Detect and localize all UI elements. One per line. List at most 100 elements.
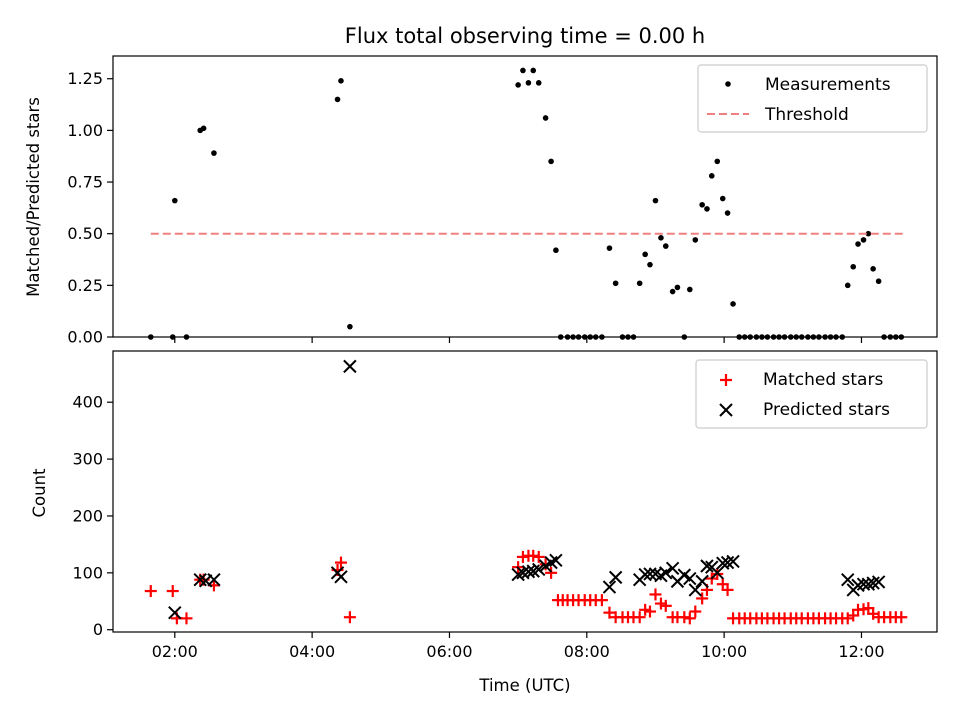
legend-label-matched-stars: Matched stars: [763, 370, 883, 390]
measurement-point: [525, 80, 532, 86]
bottom-series: [144, 359, 908, 625]
bottom-legend: Matched stars Predicted stars: [695, 359, 928, 429]
measurement-point: [606, 245, 613, 251]
matched-star-point: [516, 550, 529, 563]
top-legend-box: [697, 64, 928, 133]
measurement-point: [724, 210, 731, 216]
measurement-point: [860, 237, 867, 243]
predicted-star-point: [710, 566, 724, 580]
measurement-point: [636, 280, 643, 287]
predicted-star-point: [695, 574, 709, 589]
measurement-point: [542, 115, 549, 121]
matched-star-point: [603, 606, 616, 619]
x-tick-label: 10:00: [701, 642, 747, 661]
measurement-point: [719, 195, 726, 202]
measurement-point: [855, 241, 861, 247]
measurement-point: [714, 158, 721, 165]
x-tick-label: 12:00: [838, 642, 884, 661]
predicted-star-point: [861, 577, 876, 591]
predicted-star-point: [700, 559, 714, 573]
predicted-star-point: [643, 567, 657, 581]
bottom-y-ticks: 0 100 200 300 400: [72, 393, 113, 639]
measurement-point: [865, 230, 872, 237]
top-y-ticks: 0.00 0.25 0.50 0.75 1.00 1.25: [67, 69, 113, 347]
matched-star-point: [678, 611, 691, 624]
top-panel: Flux total observing time = 0.00 h 0.000…: [24, 24, 938, 347]
top-series: [147, 67, 905, 340]
predicted-star-point: [343, 359, 357, 374]
x-tick-label: 08:00: [564, 642, 610, 661]
top-y-axis-label: Matched/Predicted stars: [24, 97, 43, 297]
y-tick-label: 300: [72, 450, 103, 469]
y-tick-label: 1.25: [67, 69, 103, 88]
matched-star-point: [166, 585, 179, 598]
predicted-star-point: [334, 570, 348, 584]
measurement-point: [850, 263, 857, 270]
legend-label-measurements: Measurements: [765, 75, 891, 95]
measurement-point: [652, 197, 659, 204]
matched-star-point: [696, 592, 709, 605]
measurement-point: [612, 280, 619, 287]
y-tick-label: 200: [72, 506, 103, 525]
measurement-point: [875, 278, 882, 285]
predicted-star-point: [608, 570, 623, 585]
y-tick-label: 400: [72, 393, 103, 412]
predicted-star-point: [688, 583, 703, 597]
measurement-point: [172, 197, 178, 204]
y-tick-label: 0: [93, 620, 103, 639]
measurement-point: [530, 67, 537, 74]
bottom-panel: 0 100 200 300 400 02:00 04:00 06:00 08:00 10:00 1…: [30, 350, 938, 695]
predicted-star-point: [521, 564, 536, 579]
matched-star-point: [643, 605, 656, 618]
x-tick-label: 04:00: [289, 642, 335, 661]
measurement-point: [658, 235, 664, 241]
matched-star-point: [144, 585, 157, 598]
bottom-legend-box: [695, 359, 928, 429]
matched-star-point: [841, 612, 854, 625]
measurement-point: [844, 282, 851, 289]
measurement-point: [692, 237, 699, 243]
matched-star-point: [683, 612, 696, 625]
measurement-point: [699, 201, 705, 208]
predicted-star-point: [549, 553, 563, 568]
measurement-point: [200, 125, 207, 132]
y-tick-label: 0.25: [67, 276, 103, 295]
y-tick-label: 0.75: [67, 173, 103, 192]
matched-star-point: [545, 566, 558, 579]
legend-label-threshold: Threshold: [764, 105, 849, 125]
legend-marker-matched-stars: [720, 374, 732, 386]
measurement-point: [647, 261, 653, 268]
measurement-point: [347, 323, 353, 330]
matched-star-point: [527, 549, 540, 562]
bottom-x-ticks: 02:00 04:00 06:00 08:00 10:00 12:00: [152, 632, 885, 661]
measurement-point: [730, 301, 736, 307]
measurement-point: [708, 173, 715, 179]
measurement-point: [669, 288, 676, 295]
matched-star-point: [659, 599, 672, 612]
measurement-point: [338, 77, 344, 84]
measurement-point: [211, 150, 217, 156]
predicted-star-point: [532, 562, 546, 577]
chart-title: Flux total observing time = 0.00 h: [345, 24, 705, 48]
x-tick-label: 02:00: [152, 642, 198, 661]
measurement-point: [520, 67, 526, 74]
top-plot-frame: [112, 55, 938, 338]
predicted-star-point: [638, 567, 652, 582]
matched-star-point: [595, 594, 608, 607]
matched-star-point: [689, 605, 702, 618]
predicted-star-point: [511, 567, 525, 582]
bottom-x-axis-label: Time (UTC): [478, 676, 570, 695]
predicted-star-point: [841, 572, 855, 587]
measurement-point: [334, 96, 341, 103]
legend-marker-measurements: [725, 81, 731, 87]
predicted-star-point: [602, 580, 617, 594]
x-tick-label: 06:00: [426, 642, 472, 661]
top-legend: Measurements Threshold: [697, 64, 928, 133]
y-tick-label: 1.00: [67, 121, 103, 140]
matched-star-point: [721, 583, 734, 596]
predicted-star-point: [871, 575, 886, 589]
matched-star-point: [343, 611, 356, 624]
measurement-point: [662, 243, 669, 249]
bottom-plot-frame: [112, 350, 938, 633]
matched-star-point: [180, 612, 193, 625]
